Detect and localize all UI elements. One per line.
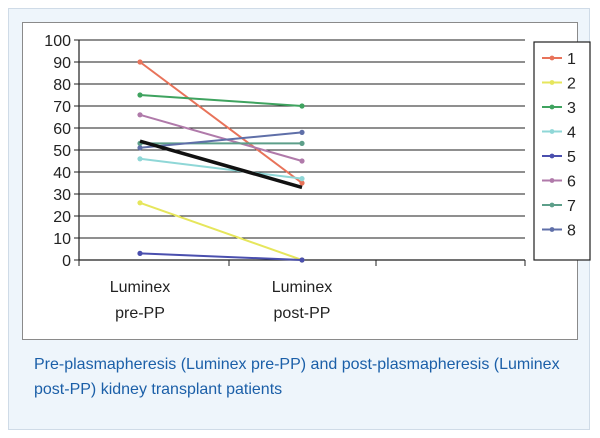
legend-marker: [549, 202, 555, 208]
legend-marker: [549, 55, 555, 61]
legend-label: 3: [567, 100, 576, 117]
legend-marker: [549, 153, 555, 159]
legend-label: 4: [567, 125, 576, 142]
y-tick-label: 60: [53, 121, 71, 138]
mean-line: [139, 139, 303, 190]
y-tick-label: 80: [53, 77, 71, 94]
series-line-2: [139, 201, 303, 261]
y-tick-label: 30: [53, 187, 71, 204]
data-point: [137, 250, 143, 256]
data-point: [299, 257, 305, 263]
legend-marker: [549, 227, 555, 232]
series-line-1: [139, 61, 303, 184]
legend-marker: [549, 178, 555, 183]
series-line-4: [139, 157, 303, 180]
legend-marker: [549, 104, 555, 110]
data-point: [137, 59, 143, 65]
data-point: [137, 145, 143, 151]
legend-label: 7: [567, 198, 576, 215]
series-line-6: [139, 113, 303, 162]
data-point: [299, 180, 305, 186]
data-point: [299, 103, 305, 109]
legend-label: 2: [567, 76, 576, 93]
data-point: [299, 158, 305, 164]
x-tick-label: post-PP: [274, 305, 331, 322]
data-point: [299, 176, 305, 182]
figure-caption: Pre-plasmapheresis (Luminex pre-PP) and …: [34, 356, 560, 398]
y-tick-label: 40: [53, 165, 71, 182]
y-tick-label: 50: [53, 143, 71, 160]
y-tick-label: 10: [53, 231, 71, 248]
legend-label: 5: [567, 149, 576, 166]
y-tick-label: 100: [44, 33, 71, 50]
y-tick-label: 90: [53, 55, 71, 72]
data-point: [137, 200, 143, 206]
data-point: [299, 140, 305, 146]
legend-marker: [549, 129, 555, 134]
data-point: [137, 156, 143, 162]
data-point: [137, 112, 143, 118]
legend-box: [533, 41, 591, 261]
legend-label: 8: [567, 223, 576, 240]
x-tick-label: Luminex: [110, 279, 170, 296]
y-tick-label: 70: [53, 99, 71, 116]
line-chart: 0 10 20 30 40 50 60 70 80 90 100 Luminex pre-PP Lumin…: [44, 33, 591, 322]
legend-label: 6: [567, 174, 576, 191]
legend-label: 1: [567, 51, 576, 68]
y-tick-label: 20: [53, 209, 71, 226]
y-tick-label: 0: [62, 253, 71, 270]
series-line-3: [139, 94, 303, 107]
x-tick-label: Luminex: [272, 279, 332, 296]
data-point: [299, 129, 305, 135]
series-line-8: [139, 131, 303, 149]
data-point: [137, 92, 143, 98]
x-tick-label: pre-PP: [115, 305, 165, 322]
series-line-5: [139, 252, 303, 261]
legend-marker: [549, 80, 555, 85]
